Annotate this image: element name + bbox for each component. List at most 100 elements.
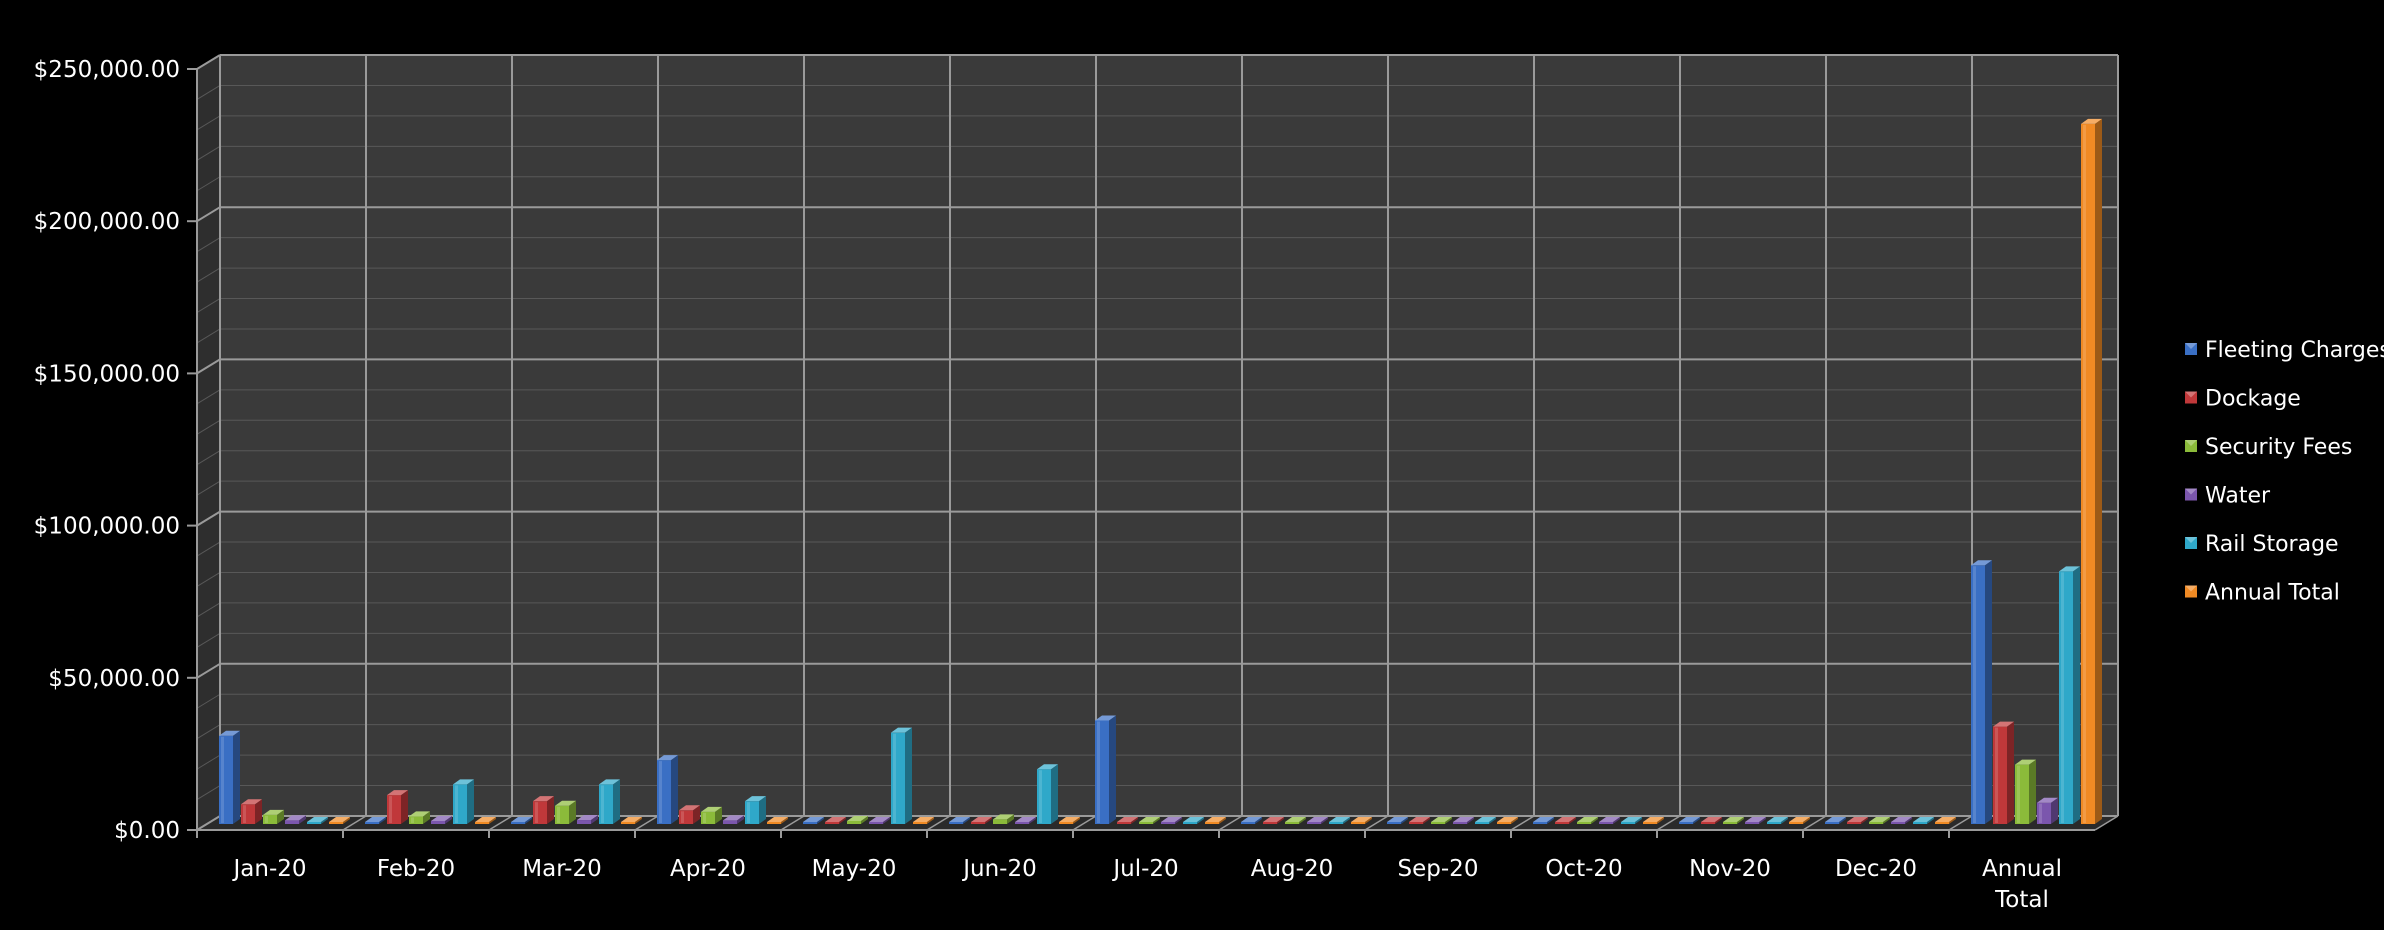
bar-top bbox=[387, 790, 408, 796]
bar-top bbox=[1497, 817, 1518, 822]
bar bbox=[745, 796, 766, 824]
bar-side bbox=[1197, 817, 1204, 824]
bar-side bbox=[1219, 817, 1226, 824]
bar-side bbox=[467, 779, 474, 824]
bar-side bbox=[2029, 759, 2036, 824]
bar-top bbox=[1745, 817, 1766, 822]
bar-side bbox=[1343, 817, 1350, 824]
bar-side bbox=[1569, 817, 1576, 824]
bar-highlight bbox=[243, 805, 246, 823]
minor-gridline-side bbox=[196, 389, 221, 405]
bar-top bbox=[1621, 817, 1642, 822]
bar-side bbox=[781, 817, 788, 824]
bar-top bbox=[767, 817, 788, 822]
bar-front bbox=[1935, 822, 1949, 824]
legend-item: Water bbox=[2185, 484, 2271, 509]
bar-side bbox=[715, 806, 722, 824]
bar-top bbox=[2037, 797, 2058, 803]
bar-side bbox=[1657, 817, 1664, 824]
bar-side bbox=[1511, 817, 1518, 824]
bar-front bbox=[1533, 822, 1547, 824]
minor-gridline-side bbox=[196, 541, 221, 557]
bar-top bbox=[1533, 817, 1554, 822]
bar-top bbox=[657, 755, 678, 761]
bar-top bbox=[1913, 817, 1934, 822]
bar bbox=[1913, 817, 1934, 824]
floor-gridline bbox=[488, 815, 513, 831]
bar-side bbox=[525, 817, 532, 824]
bar-front bbox=[1913, 822, 1927, 824]
bar-front bbox=[1263, 822, 1277, 824]
bar-top bbox=[1183, 817, 1204, 822]
bar-top bbox=[285, 815, 306, 821]
bar bbox=[1307, 817, 1328, 824]
major-gridline-side bbox=[196, 358, 221, 375]
bar-top bbox=[1679, 817, 1700, 822]
bar-highlight bbox=[389, 796, 392, 823]
bar-top bbox=[993, 814, 1014, 820]
bar-side bbox=[963, 817, 970, 824]
bar-highlight bbox=[2061, 572, 2064, 823]
minor-gridline-side bbox=[196, 480, 221, 496]
bar bbox=[1351, 817, 1372, 824]
bar bbox=[1059, 817, 1080, 824]
bar-side bbox=[1547, 817, 1554, 824]
bar-side bbox=[277, 809, 284, 824]
legend-label: Fleeting Charges bbox=[2205, 338, 2384, 363]
minor-gridline-side bbox=[196, 572, 221, 587]
bar-side bbox=[1255, 817, 1262, 824]
major-gridline-side bbox=[196, 510, 221, 527]
bar bbox=[621, 817, 642, 824]
legend-label: Water bbox=[2205, 484, 2271, 509]
bar-side bbox=[2095, 118, 2102, 824]
minor-gridline-side bbox=[196, 298, 221, 313]
floor-gridline bbox=[1072, 815, 1097, 831]
bar-top bbox=[1891, 817, 1912, 822]
bar-front bbox=[577, 820, 591, 824]
bar-top bbox=[329, 817, 350, 822]
bar-side bbox=[343, 817, 350, 824]
legend-label: Security Fees bbox=[2205, 435, 2352, 460]
bar bbox=[971, 817, 992, 824]
bar-side bbox=[1401, 817, 1408, 824]
bar-top bbox=[453, 779, 474, 785]
bar-side bbox=[905, 727, 912, 824]
bar-front bbox=[1329, 822, 1343, 824]
bar-side bbox=[927, 817, 934, 824]
bar-top bbox=[1971, 560, 1992, 566]
bar-side bbox=[1467, 817, 1474, 824]
floor-gridline bbox=[1510, 815, 1535, 831]
bar bbox=[2015, 759, 2036, 824]
bar-top bbox=[949, 817, 970, 822]
x-tick-label: Dec-20 bbox=[1835, 856, 1917, 882]
bar-top bbox=[219, 730, 240, 736]
bar bbox=[365, 817, 386, 824]
bar-front bbox=[1599, 822, 1613, 824]
bar-top bbox=[1351, 817, 1372, 822]
bar-top bbox=[1453, 817, 1474, 822]
bar-side bbox=[1759, 817, 1766, 824]
floor-gridline bbox=[634, 815, 659, 831]
bar bbox=[891, 727, 912, 824]
bar-top bbox=[1825, 817, 1846, 822]
bar-front bbox=[1409, 822, 1423, 824]
bar-highlight bbox=[2083, 124, 2086, 823]
bar-front bbox=[1431, 822, 1445, 824]
bar bbox=[1891, 817, 1912, 824]
bar-side bbox=[321, 817, 328, 824]
minor-gridline-side bbox=[196, 145, 221, 161]
minor-gridline-side bbox=[196, 602, 221, 618]
bar-top bbox=[475, 817, 496, 822]
floor-gridline bbox=[1218, 815, 1243, 831]
bar bbox=[1701, 817, 1722, 824]
bar-side bbox=[1277, 817, 1284, 824]
bar-front bbox=[1285, 822, 1299, 824]
bar-top bbox=[803, 817, 824, 822]
bar-front bbox=[1869, 822, 1883, 824]
bar-front bbox=[329, 822, 343, 824]
bar-front bbox=[1351, 822, 1365, 824]
bar-side bbox=[1781, 817, 1788, 824]
bar bbox=[1095, 715, 1116, 824]
bar bbox=[453, 779, 474, 824]
